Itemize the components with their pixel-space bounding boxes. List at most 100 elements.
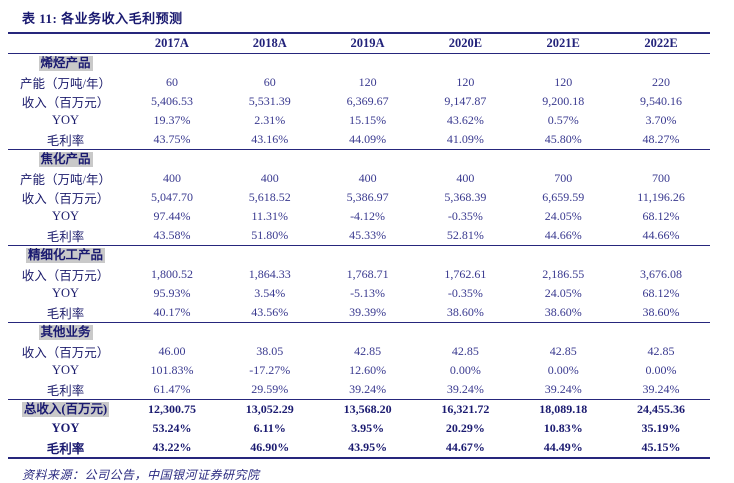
total-row: 毛利率 43.22% 46.90% 43.95% 44.67% 44.49% 45.15% (8, 438, 710, 458)
cell-value: 41.09% (446, 132, 484, 146)
cell-value: 46.00 (158, 344, 186, 358)
table-row: 收入（百万元） 5,406.53 5,531.39 6,369.67 9,147.87 9… (8, 92, 710, 111)
empty-cell (123, 323, 221, 343)
section-header-row: 烯烃产品 (8, 54, 710, 74)
cell-value: 97.44% (153, 209, 191, 223)
cell-value: 40.17% (153, 305, 191, 319)
row-label: 毛利率 (46, 134, 85, 148)
table-row: 毛利率 40.17% 43.56% 39.39% 38.60% 38.60% 38.60% (8, 303, 710, 323)
row-label: 毛利率 (46, 307, 85, 321)
row-label: YOY (51, 286, 80, 300)
cell-value: 38.60% (446, 305, 484, 319)
section-name-cell: 烯烃产品 (8, 54, 123, 74)
empty-cell (416, 150, 514, 170)
cell-value: 6,369.67 (346, 94, 389, 108)
cell-value: 0.57% (547, 113, 579, 127)
cell-value: 0.00% (449, 363, 481, 377)
cell-value: 24,455.36 (637, 402, 686, 416)
cell-value: 0.00% (645, 363, 677, 377)
cell-value: 46.90% (250, 440, 290, 454)
column-header-year: 2017A (154, 36, 189, 50)
cell-value: 9,200.18 (542, 94, 585, 108)
empty-cell (612, 54, 710, 74)
cell-value: 400 (358, 171, 377, 185)
row-label: YOY (51, 209, 80, 223)
row-label: YOY (51, 363, 80, 377)
cell-value: 44.66% (544, 228, 582, 242)
table-header-row: 2017A 2018A 2019A 2020E 2021E 2022E (8, 33, 710, 54)
cell-value: 3.95% (351, 421, 385, 435)
cell-value: 43.58% (153, 228, 191, 242)
empty-cell (123, 150, 221, 170)
empty-cell (514, 54, 612, 74)
cell-value: 700 (652, 171, 671, 185)
cell-value: 68.12% (642, 209, 680, 223)
cell-value: 15.15% (349, 113, 387, 127)
cell-value: 101.83% (150, 363, 194, 377)
section-label: 焦化产品 (38, 152, 93, 167)
cell-value: 42.85 (549, 344, 577, 358)
total-row: 总收入(百万元) 12,300.75 13,052.29 13,568.20 16,32… (8, 399, 710, 420)
cell-value: -0.35% (447, 286, 483, 300)
row-label: 产能（万吨/年） (20, 77, 111, 91)
cell-value: 5,386.97 (346, 190, 389, 204)
empty-cell (416, 323, 514, 343)
empty-cell (221, 323, 319, 343)
column-header-year: 2018A (252, 36, 287, 50)
header-corner-cell (8, 33, 123, 54)
cell-value: 2,186.55 (542, 267, 585, 281)
cell-value: 3,676.08 (640, 267, 683, 281)
cell-value: 10.83% (543, 421, 583, 435)
column-header-year: 2022E (644, 36, 678, 50)
empty-cell (221, 150, 319, 170)
cell-value: 1,762.61 (444, 267, 487, 281)
cell-value: 43.95% (348, 440, 388, 454)
empty-cell (514, 323, 612, 343)
cell-value: 44.67% (445, 440, 485, 454)
cell-value: 39.24% (544, 382, 582, 396)
cell-value: 38.05 (256, 344, 284, 358)
cell-value: -5.13% (350, 286, 386, 300)
cell-value: 44.09% (349, 132, 387, 146)
cell-value: 5,406.53 (150, 94, 193, 108)
row-label: 收入（百万元） (21, 346, 110, 360)
section-header-row: 焦化产品 (8, 149, 710, 170)
table-row: 收入（百万元） 1,800.52 1,864.33 1,768.71 1,762.61 2… (8, 265, 710, 284)
cell-value: 43.56% (251, 305, 289, 319)
cell-value: 3.70% (645, 113, 677, 127)
cell-value: 44.66% (642, 228, 680, 242)
cell-value: 53.24% (152, 421, 192, 435)
cell-value: 13,052.29 (245, 402, 294, 416)
table-row: 产能（万吨/年） 400 400 400 400 700 700 (8, 169, 710, 188)
cell-value: 16,321.72 (441, 402, 490, 416)
cell-value: 35.19% (641, 421, 681, 435)
cell-value: 61.47% (153, 382, 191, 396)
row-label: 收入（百万元） (21, 192, 110, 206)
cell-value: 9,147.87 (444, 94, 487, 108)
cell-value: 5,531.39 (248, 94, 291, 108)
cell-value: 44.49% (543, 440, 583, 454)
cell-value: 42.85 (451, 344, 479, 358)
cell-value: 38.60% (642, 305, 680, 319)
section-header-row: 精细化工产品 (8, 245, 710, 266)
cell-value: 42.85 (354, 344, 382, 358)
cell-value: 19.37% (153, 113, 191, 127)
row-label: YOY (51, 113, 80, 127)
row-label: 毛利率 (46, 230, 85, 244)
cell-value: 2.31% (254, 113, 286, 127)
cell-value: -0.35% (447, 209, 483, 223)
section-label: 其他业务 (38, 325, 93, 340)
table-row: YOY 19.37% 2.31% 15.15% 43.62% 0.57% 3.70% (8, 111, 710, 130)
section-name-cell: 精细化工产品 (8, 246, 123, 266)
cell-value: 400 (162, 171, 181, 185)
empty-cell (319, 54, 417, 74)
forecast-table: 2017A 2018A 2019A 2020E 2021E 2022E 烯烃产品 产能（万吨… (8, 32, 710, 459)
cell-value: 1,800.52 (150, 267, 193, 281)
row-label: 收入（百万元） (21, 96, 110, 110)
table-row: YOY 97.44% 11.31% -4.12% -0.35% 24.05% 68.12% (8, 207, 710, 226)
cell-value: 43.22% (152, 440, 192, 454)
empty-cell (319, 246, 417, 266)
cell-value: 24.05% (544, 209, 582, 223)
cell-value: 39.24% (642, 382, 680, 396)
